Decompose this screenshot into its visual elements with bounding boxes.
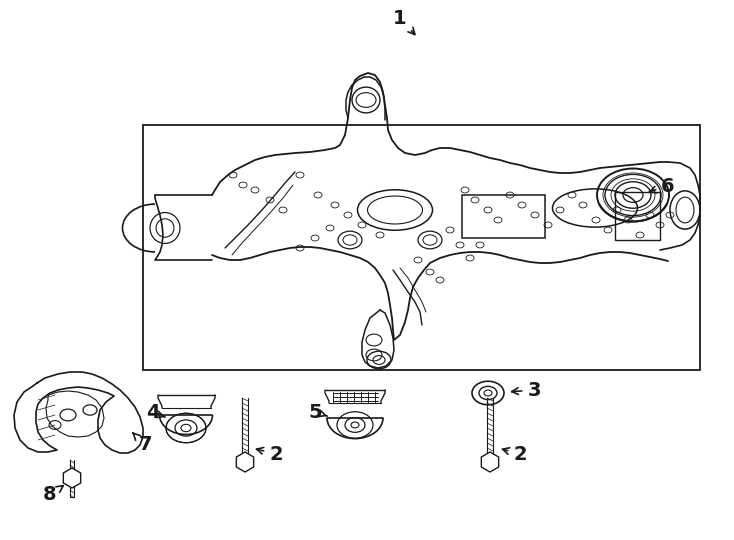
Bar <box>615 192 660 240</box>
Text: 1: 1 <box>393 9 415 35</box>
Polygon shape <box>482 452 498 472</box>
Text: 5: 5 <box>308 402 327 422</box>
Text: 6: 6 <box>650 177 675 195</box>
Text: 7: 7 <box>133 433 152 455</box>
Polygon shape <box>236 452 254 472</box>
Polygon shape <box>63 468 81 488</box>
Text: 4: 4 <box>146 403 165 422</box>
Text: 2: 2 <box>256 444 283 463</box>
Text: 8: 8 <box>43 485 63 504</box>
Text: 2: 2 <box>503 444 527 463</box>
Bar <box>143 125 700 370</box>
Text: 3: 3 <box>512 381 541 400</box>
Bar <box>462 195 545 238</box>
